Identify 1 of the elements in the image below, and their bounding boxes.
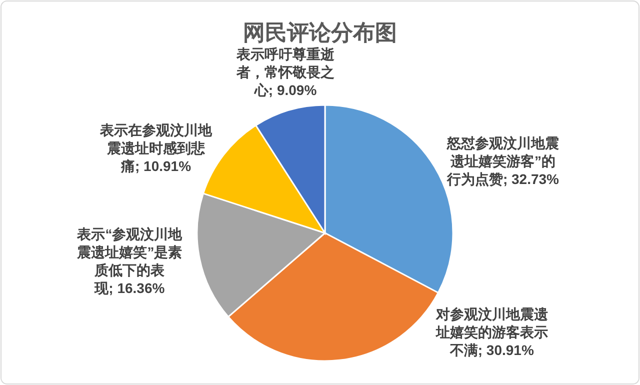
chart-title: 网民评论分布图 [243,20,397,45]
